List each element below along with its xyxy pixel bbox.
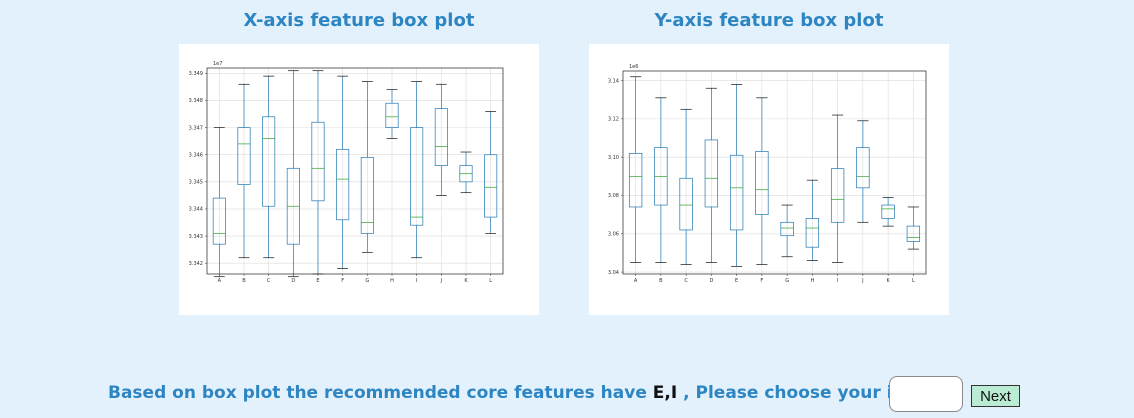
x-tick-label: K: [886, 278, 890, 284]
box-plot-B: [237, 83, 251, 259]
y-tick-label: 3.345: [189, 180, 203, 186]
box-plot-J: [856, 120, 870, 223]
box-plot-H: [805, 179, 820, 261]
x-tick-label: C: [684, 278, 688, 284]
box-plot-B: [654, 97, 668, 263]
iqr-box: [484, 154, 498, 218]
box-plot-F: [336, 75, 350, 269]
y-tick-label: 3.347: [189, 125, 203, 131]
box-plot-J: [434, 83, 448, 196]
y-box-plot: 3.04 3.06 3.08 3.10 3.12 3.14 A B C D E F G H I J K L 1e6: [608, 64, 927, 284]
x-tick-label: D: [709, 278, 713, 284]
y-tick-label: 3.342: [189, 261, 203, 267]
iqr-box: [434, 108, 448, 166]
y-tick-label: 3.344: [189, 207, 203, 213]
x-tick-label: I: [837, 278, 838, 284]
x-tick-label: L: [912, 278, 915, 284]
iqr-box: [262, 116, 276, 207]
box-plot-D: [286, 70, 300, 278]
x-tick-label: G: [365, 278, 369, 284]
iqr-box: [704, 139, 719, 208]
recommendation-text: Based on box plot the recommended core f…: [108, 383, 937, 403]
y-tick-label: 3.04: [608, 270, 619, 276]
iqr-box: [805, 218, 820, 248]
box-plot-K: [459, 151, 473, 194]
box-plot-I: [830, 114, 845, 263]
y-tick-label: 3.06: [608, 231, 619, 237]
y-box-plot-panel: 3.04 3.06 3.08 3.10 3.12 3.14 A B C D E F G H I J K L 1e6: [589, 44, 949, 315]
iqr-box: [410, 127, 424, 226]
box-plot-E: [311, 70, 325, 275]
iqr-box: [311, 121, 325, 202]
box-plot-K: [881, 197, 895, 227]
iqr-box: [780, 221, 794, 237]
x-tick-label: C: [267, 278, 271, 284]
next-button[interactable]: Next: [971, 385, 1020, 407]
recommendation-suffix: , Please choose your input: [683, 383, 937, 403]
iqr-box: [237, 127, 251, 185]
box-plot-H: [385, 89, 399, 139]
box-plot-L: [906, 206, 921, 250]
x-tick-label: F: [341, 278, 344, 284]
x-tick-label: J: [861, 278, 863, 284]
x-tick-label: F: [760, 278, 763, 284]
iqr-box: [360, 157, 374, 234]
box-plot-L: [484, 111, 498, 234]
iqr-box: [830, 168, 845, 223]
y-tick-label: 3.12: [608, 117, 619, 123]
x-tick-label: E: [316, 278, 319, 284]
x-tick-label: B: [242, 278, 246, 284]
iqr-box: [628, 152, 643, 208]
box-plot-A: [628, 76, 643, 263]
box-plot-D: [704, 87, 719, 263]
iqr-box: [729, 154, 744, 231]
iqr-box: [755, 151, 769, 215]
x-tick-label: B: [659, 278, 663, 284]
box-plot-E: [729, 84, 744, 267]
iqr-box: [212, 197, 226, 245]
x-tick-label: H: [390, 278, 394, 284]
core-feature-input[interactable]: [889, 376, 963, 412]
y-plot-title: Y-axis feature box plot: [654, 10, 884, 31]
x-tick-label: D: [291, 278, 295, 284]
y-tick-label: 3.10: [608, 155, 619, 161]
x-tick-label: A: [634, 278, 638, 284]
iqr-box: [679, 177, 693, 231]
y-tick-label: 3.08: [608, 193, 619, 199]
box-plot-F: [755, 97, 769, 265]
axis-exponent-label: 1e7: [213, 61, 222, 67]
x-tick-label: I: [416, 278, 417, 284]
x-tick-label: L: [489, 278, 492, 284]
plot-frame: [206, 67, 504, 275]
x-box-plot: 3.342 3.343 3.344 3.345 3.346 3.347 3.348 3.349…: [189, 61, 504, 284]
axis-exponent-label: 1e6: [629, 64, 638, 70]
iqr-box: [881, 204, 895, 219]
y-tick-label: 3.348: [189, 98, 203, 104]
x-box-plot-panel: 3.342 3.343 3.344 3.345 3.346 3.347 3.348 3.349…: [179, 44, 539, 315]
iqr-box: [385, 102, 399, 128]
recommendation-prefix: Based on box plot the recommended core f…: [108, 383, 647, 403]
y-tick-label: 3.346: [189, 152, 203, 158]
box-plot-G: [360, 81, 374, 253]
box-plot-C: [679, 108, 693, 265]
box-plot-I: [410, 81, 424, 259]
y-tick-label: 3.14: [608, 78, 619, 84]
x-tick-label: K: [464, 278, 468, 284]
box-plot-C: [262, 75, 276, 259]
x-tick-label: H: [810, 278, 814, 284]
core-features-value: E,I: [652, 383, 678, 403]
x-plot-title: X-axis feature box plot: [243, 10, 475, 31]
x-tick-label: A: [218, 278, 222, 284]
iqr-box: [336, 148, 350, 221]
box-plot-A: [212, 127, 226, 278]
x-tick-label: G: [785, 278, 789, 284]
y-tick-label: 3.343: [189, 234, 203, 240]
iqr-box: [906, 225, 921, 242]
y-tick-label: 3.349: [189, 71, 203, 77]
plot-frame: [622, 70, 927, 275]
iqr-box: [856, 147, 870, 189]
x-tick-label: J: [440, 278, 442, 284]
x-tick-label: E: [735, 278, 738, 284]
box-plot-G: [780, 204, 794, 258]
